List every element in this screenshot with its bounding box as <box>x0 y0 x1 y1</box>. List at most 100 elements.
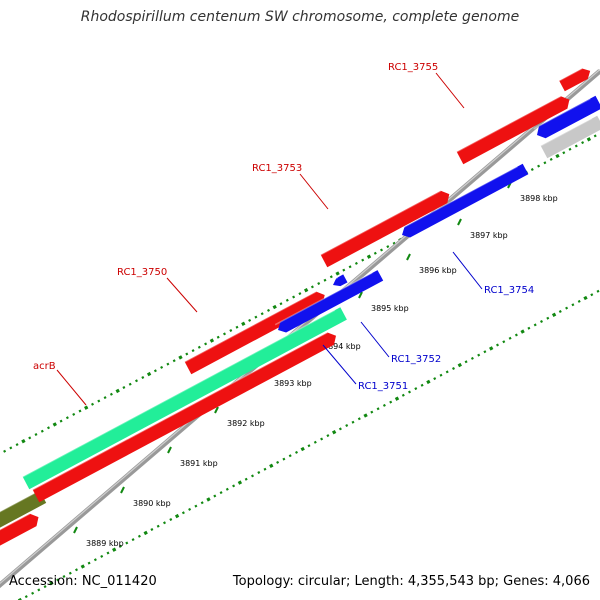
gene-body[interactable] <box>278 270 384 333</box>
ring-dot <box>433 377 437 381</box>
scale-tick-label: 3890 kbp <box>133 499 171 508</box>
ring-dot <box>254 315 258 319</box>
gene-g_red_long[interactable] <box>32 331 336 503</box>
ring-dot <box>119 544 122 548</box>
ring-dot <box>470 356 474 360</box>
ring-dot <box>382 403 386 407</box>
gene-body[interactable] <box>32 332 336 503</box>
ring-dot <box>300 446 305 452</box>
gene-acrB[interactable] <box>22 307 347 490</box>
gene-features[interactable] <box>0 67 600 550</box>
leader-line <box>435 72 465 109</box>
ring-dot <box>3 449 7 453</box>
scale-tick-mark <box>120 486 125 494</box>
ring-dot <box>577 299 581 303</box>
gene-label-RC1_3750[interactable]: RC1_3750 <box>117 267 167 278</box>
ring-dot <box>354 261 358 265</box>
gene-body[interactable] <box>333 274 348 287</box>
gene-body[interactable] <box>540 115 600 159</box>
ring-dot <box>439 373 443 377</box>
gene-RC1_3754[interactable] <box>398 163 529 238</box>
gene-body[interactable] <box>456 96 570 165</box>
gene-body[interactable] <box>537 95 600 139</box>
gene-highlight <box>456 95 562 153</box>
ring-dot <box>464 360 468 364</box>
ring-dot <box>445 370 449 374</box>
ring-dot <box>257 471 261 474</box>
ring-dot <box>527 326 531 330</box>
ring-dot <box>317 282 321 285</box>
gene-body[interactable] <box>402 163 529 238</box>
ring-dot <box>376 407 380 411</box>
gene-g_red_left[interactable] <box>0 513 39 550</box>
ring-dot <box>401 393 405 397</box>
ring-dot <box>156 524 160 528</box>
gene-body[interactable] <box>0 490 47 532</box>
ring-dot <box>9 446 13 450</box>
ring-dot <box>586 137 592 142</box>
leader-line <box>299 173 329 210</box>
gene-label-RC1_3754[interactable]: RC1_3754 <box>484 285 534 296</box>
ring-dot <box>37 588 41 592</box>
scale-tick-mark <box>167 446 172 454</box>
gene-g_red_edge[interactable] <box>558 67 591 92</box>
gene-label-RC1_3753[interactable]: RC1_3753 <box>252 163 302 174</box>
gene-body[interactable] <box>22 307 347 490</box>
ring-dot <box>87 561 91 565</box>
outer-dot-ring <box>3 134 597 453</box>
ring-dot <box>188 507 192 511</box>
gene-g_grey[interactable] <box>540 115 600 159</box>
scale-tick-label: 3889 kbp <box>86 539 124 548</box>
ring-dot <box>414 387 418 391</box>
gene-RC1_3750[interactable] <box>184 290 325 375</box>
ring-dot <box>112 547 117 552</box>
ring-dot <box>31 591 35 595</box>
gene-RC1_3755[interactable] <box>456 95 570 165</box>
ring-dot <box>93 558 97 562</box>
ring-dot <box>229 329 233 332</box>
gene-body[interactable] <box>184 291 325 375</box>
ring-dot <box>135 379 138 383</box>
ring-dot <box>373 251 377 255</box>
gene-body[interactable] <box>0 513 39 550</box>
gene-RC1_3753[interactable] <box>320 190 450 268</box>
ring-dot <box>329 275 333 279</box>
ring-dot <box>40 429 44 433</box>
ring-dot <box>52 422 57 427</box>
ring-dot <box>543 161 547 165</box>
ring-dot <box>47 426 50 430</box>
gene-RC1_3752[interactable] <box>330 274 348 287</box>
gene-g_olive[interactable] <box>0 490 47 532</box>
ring-dot <box>546 316 550 320</box>
ring-dot <box>97 399 101 403</box>
ring-dot <box>489 346 494 351</box>
ring-dot <box>143 530 148 536</box>
ring-dot <box>326 434 330 438</box>
gene-body[interactable] <box>559 68 591 92</box>
ring-dot <box>370 410 374 414</box>
ring-dot <box>115 388 120 394</box>
gene-highlight <box>330 276 339 282</box>
scale-tick-label: 3895 kbp <box>371 304 409 313</box>
ring-dot <box>166 362 170 366</box>
gene-label-RC1_3752[interactable]: RC1_3752 <box>391 354 441 365</box>
leader-line <box>360 321 390 358</box>
gene-g_blue_edge[interactable] <box>533 95 600 139</box>
gene-RC1_3751[interactable] <box>274 270 384 333</box>
ring-dot <box>394 396 400 401</box>
ring-dot <box>185 352 189 356</box>
ring-dot <box>219 491 223 495</box>
leader-line <box>166 277 198 313</box>
ring-dot <box>551 312 557 317</box>
ring-dot <box>348 265 352 269</box>
ring-dot <box>206 497 211 502</box>
gene-label-RC1_3751[interactable]: RC1_3751 <box>358 381 408 392</box>
ring-dot <box>530 168 534 171</box>
scale-tick-label: 3896 kbp <box>419 266 457 275</box>
gene-label-acrB[interactable]: acrB <box>33 361 56 372</box>
ring-dot <box>34 433 38 436</box>
gene-body[interactable] <box>320 190 450 268</box>
gene-label-RC1_3755[interactable]: RC1_3755 <box>388 62 438 73</box>
ring-dot <box>15 443 19 447</box>
